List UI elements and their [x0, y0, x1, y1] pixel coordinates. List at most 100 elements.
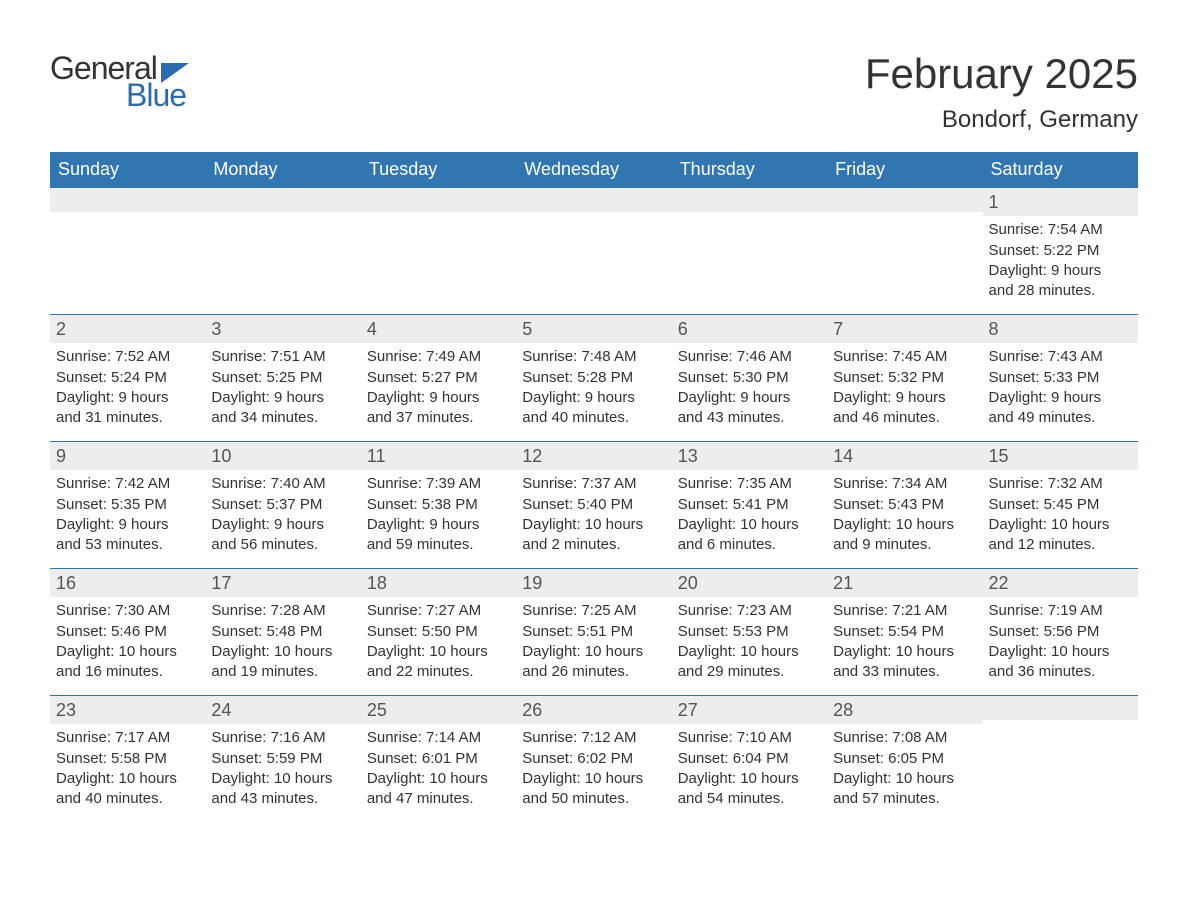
day-detail-line: Sunrise: 7:17 AM: [56, 728, 199, 748]
day-detail-line: and 9 minutes.: [833, 535, 976, 555]
day-detail-line: and 2 minutes.: [522, 535, 665, 555]
header: General Blue February 2025 Bondorf, Germ…: [50, 50, 1138, 134]
day-detail-line: Daylight: 9 hours: [367, 515, 510, 535]
day-cell: 8Sunrise: 7:43 AMSunset: 5:33 PMDaylight…: [983, 315, 1138, 441]
day-detail-line: and 31 minutes.: [56, 408, 199, 428]
day-detail-line: and 54 minutes.: [678, 789, 821, 809]
week-row: 16 Sunrise: 7:30 AMSunset: 5:46 PMDayligh…: [50, 568, 1138, 695]
day-details: Sunrise: 7:21 AMSunset: 5:54 PMDaylight:…: [833, 601, 976, 682]
day-cell: [361, 188, 516, 314]
day-details: Sunrise: 7:30 AMSunset: 5:46 PMDaylight:…: [56, 601, 199, 682]
day-detail-line: Sunset: 5:27 PM: [367, 368, 510, 388]
day-detail-line: Daylight: 10 hours: [833, 769, 976, 789]
day-detail-line: Sunrise: 7:19 AM: [989, 601, 1132, 621]
day-detail-line: Daylight: 10 hours: [678, 642, 821, 662]
day-cell: 12Sunrise: 7:37 AMSunset: 5:40 PMDayligh…: [516, 442, 671, 568]
day-cell: 11Sunrise: 7:39 AMSunset: 5:38 PMDayligh…: [361, 442, 516, 568]
day-detail-line: Sunset: 5:59 PM: [211, 749, 354, 769]
weekday-thursday: Thursday: [672, 152, 827, 187]
day-detail-line: Sunrise: 7:25 AM: [522, 601, 665, 621]
day-detail-line: Daylight: 10 hours: [678, 769, 821, 789]
day-detail-line: Sunset: 6:05 PM: [833, 749, 976, 769]
day-details: Sunrise: 7:48 AMSunset: 5:28 PMDaylight:…: [522, 347, 665, 428]
day-details: Sunrise: 7:37 AMSunset: 5:40 PMDaylight:…: [522, 474, 665, 555]
day-cell: 20 Sunrise: 7:23 AMSunset: 5:53 PMDayligh…: [672, 569, 827, 695]
day-cell: [50, 188, 205, 314]
day-number: 9: [50, 442, 205, 470]
weekday-tuesday: Tuesday: [361, 152, 516, 187]
weekday-wednesday: Wednesday: [516, 152, 671, 187]
day-details: Sunrise: 7:39 AMSunset: 5:38 PMDaylight:…: [367, 474, 510, 555]
day-detail-line: Daylight: 9 hours: [56, 515, 199, 535]
day-detail-line: Daylight: 10 hours: [678, 515, 821, 535]
day-cell: 2Sunrise: 7:52 AMSunset: 5:24 PMDaylight…: [50, 315, 205, 441]
day-number: 26: [516, 696, 671, 724]
day-number: 16: [50, 569, 205, 597]
day-detail-line: and 43 minutes.: [211, 789, 354, 809]
day-details: Sunrise: 7:52 AMSunset: 5:24 PMDaylight:…: [56, 347, 199, 428]
day-detail-line: and 46 minutes.: [833, 408, 976, 428]
week-row: 1Sunrise: 7:54 AMSunset: 5:22 PMDaylight…: [50, 187, 1138, 314]
day-cell: 17Sunrise: 7:28 AMSunset: 5:48 PMDayligh…: [205, 569, 360, 695]
day-details: Sunrise: 7:32 AMSunset: 5:45 PMDaylight:…: [989, 474, 1132, 555]
day-detail-line: Daylight: 10 hours: [56, 642, 199, 662]
day-detail-line: Daylight: 9 hours: [56, 388, 199, 408]
weekday-header-row: Sunday Monday Tuesday Wednesday Thursday…: [50, 152, 1138, 187]
day-number: 6: [672, 315, 827, 343]
day-detail-line: Daylight: 9 hours: [678, 388, 821, 408]
day-detail-line: and 33 minutes.: [833, 662, 976, 682]
day-detail-line: Sunset: 5:53 PM: [678, 622, 821, 642]
day-cell: 16 Sunrise: 7:30 AMSunset: 5:46 PMDayligh…: [50, 569, 205, 695]
day-detail-line: Sunrise: 7:43 AM: [989, 347, 1132, 367]
day-cell: 19Sunrise: 7:25 AMSunset: 5:51 PMDayligh…: [516, 569, 671, 695]
day-cell: 22Sunrise: 7:19 AMSunset: 5:56 PMDayligh…: [983, 569, 1138, 695]
day-detail-line: Sunrise: 7:54 AM: [989, 220, 1132, 240]
day-detail-line: Sunrise: 7:16 AM: [211, 728, 354, 748]
day-cell: [205, 188, 360, 314]
day-detail-line: Sunset: 5:43 PM: [833, 495, 976, 515]
day-detail-line: Sunrise: 7:45 AM: [833, 347, 976, 367]
day-cell: 4Sunrise: 7:49 AMSunset: 5:27 PMDaylight…: [361, 315, 516, 441]
day-number: 25: [361, 696, 516, 724]
weekday-saturday: Saturday: [983, 152, 1138, 187]
day-detail-line: Sunset: 5:24 PM: [56, 368, 199, 388]
weekday-monday: Monday: [205, 152, 360, 187]
day-number: 8: [983, 315, 1138, 343]
day-detail-line: Daylight: 9 hours: [522, 388, 665, 408]
day-details: Sunrise: 7:45 AMSunset: 5:32 PMDaylight:…: [833, 347, 976, 428]
day-cell: 27Sunrise: 7:10 AMSunset: 6:04 PMDayligh…: [672, 696, 827, 822]
day-details: Sunrise: 7:12 AMSunset: 6:02 PMDaylight:…: [522, 728, 665, 809]
day-detail-line: Sunset: 5:48 PM: [211, 622, 354, 642]
day-detail-line: Sunset: 5:30 PM: [678, 368, 821, 388]
logo-triangle-icon: [161, 63, 189, 83]
day-number: 20: [672, 569, 827, 597]
day-detail-line: and 36 minutes.: [989, 662, 1132, 682]
day-number: 13: [672, 442, 827, 470]
day-number: 18: [361, 569, 516, 597]
day-detail-line: Daylight: 9 hours: [833, 388, 976, 408]
day-cell: 23Sunrise: 7:17 AMSunset: 5:58 PMDayligh…: [50, 696, 205, 822]
day-number: 14: [827, 442, 982, 470]
day-cell: 5Sunrise: 7:48 AMSunset: 5:28 PMDaylight…: [516, 315, 671, 441]
day-cell: 26 Sunrise: 7:12 AMSunset: 6:02 PMDayligh…: [516, 696, 671, 822]
logo: General Blue: [50, 50, 189, 114]
day-detail-line: Sunset: 5:32 PM: [833, 368, 976, 388]
day-details: Sunrise: 7:17 AMSunset: 5:58 PMDaylight:…: [56, 728, 199, 809]
day-detail-line: Sunrise: 7:39 AM: [367, 474, 510, 494]
calendar: Sunday Monday Tuesday Wednesday Thursday…: [50, 152, 1138, 822]
day-cell: [516, 188, 671, 314]
day-details: Sunrise: 7:08 AMSunset: 6:05 PMDaylight:…: [833, 728, 976, 809]
day-detail-line: Sunrise: 7:12 AM: [522, 728, 665, 748]
day-detail-line: Sunrise: 7:23 AM: [678, 601, 821, 621]
day-number: 22: [983, 569, 1138, 597]
day-detail-line: Sunrise: 7:49 AM: [367, 347, 510, 367]
day-detail-line: Daylight: 9 hours: [211, 388, 354, 408]
day-number: 7: [827, 315, 982, 343]
day-detail-line: Daylight: 10 hours: [833, 642, 976, 662]
day-detail-line: and 56 minutes.: [211, 535, 354, 555]
day-details: Sunrise: 7:10 AMSunset: 6:04 PMDaylight:…: [678, 728, 821, 809]
day-detail-line: Sunset: 5:22 PM: [989, 241, 1132, 261]
day-detail-line: Sunrise: 7:27 AM: [367, 601, 510, 621]
day-detail-line: and 16 minutes.: [56, 662, 199, 682]
day-detail-line: Sunset: 5:54 PM: [833, 622, 976, 642]
